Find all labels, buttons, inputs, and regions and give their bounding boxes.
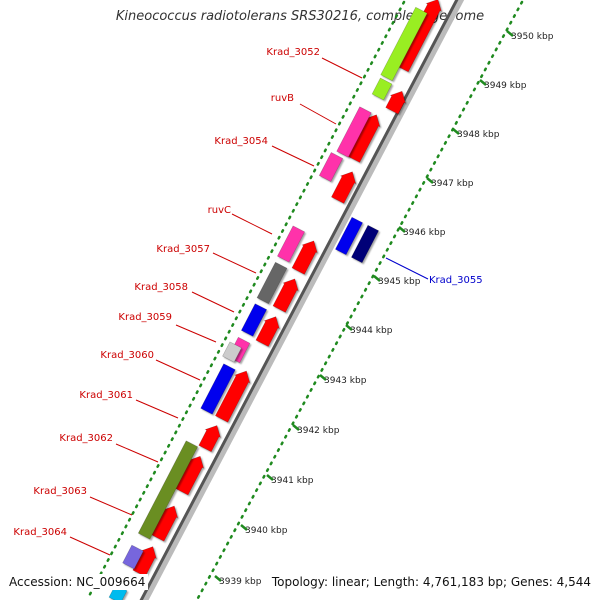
kbp-label: 3948 kbp — [457, 130, 500, 140]
cds-arrow — [331, 171, 357, 204]
cds-arrow — [198, 425, 221, 453]
callout-line — [271, 145, 315, 167]
genome-backbone — [139, 0, 465, 600]
gene-bar-ruvb — [336, 106, 372, 158]
cds-arrow — [385, 90, 406, 115]
gene-bar-krad-3060 — [200, 363, 236, 415]
gene-label[interactable]: Krad_3052 — [266, 47, 320, 58]
kbp-label: 3946 kbp — [403, 228, 446, 238]
cds-arrow — [214, 370, 251, 423]
kbp-tick — [292, 424, 300, 431]
callout-line — [89, 496, 133, 516]
gene-label[interactable]: Krad_3059 — [118, 312, 172, 323]
outer-ruler-track — [196, 0, 524, 600]
gene-label[interactable]: ruvC — [208, 205, 231, 216]
kbp-tick — [426, 177, 434, 184]
kbp-tick — [373, 275, 381, 282]
kbp-label: 3950 kbp — [511, 32, 554, 42]
callout-line — [299, 103, 337, 125]
gene-label[interactable]: Krad_3062 — [59, 433, 113, 444]
reverse-gene-arrow — [334, 216, 364, 256]
gene-label[interactable]: Krad_3060 — [100, 350, 154, 361]
callout-line — [385, 257, 429, 280]
callout-line — [115, 443, 159, 463]
callout-line — [69, 536, 111, 556]
kbp-label: 3949 kbp — [484, 81, 527, 91]
kbp-tick — [506, 30, 514, 37]
accession-text: Accession: NC_009664 — [6, 574, 149, 590]
reverse-gene-arrow — [350, 224, 380, 264]
callout-line — [191, 291, 235, 313]
gene-bar-krad-3062 — [137, 440, 199, 540]
kbp-label: 3941 kbp — [271, 476, 314, 486]
gene-bar-krad-3054 — [318, 152, 344, 182]
callout-line — [231, 213, 273, 235]
callout-line — [155, 359, 201, 381]
kbp-tick — [398, 226, 406, 233]
callout-line — [135, 399, 179, 419]
cds-arrow — [395, 0, 442, 73]
kbp-label: 3942 kbp — [297, 426, 340, 436]
gene-label[interactable]: Krad_3057 — [156, 244, 210, 255]
kbp-scale: 3950 kbp 3949 kbp 3948 kbp 3947 kbp 3946 kbp… — [214, 30, 554, 587]
cds-arrow — [255, 316, 280, 347]
gene-bar-krad-3064 — [122, 544, 144, 570]
kbp-tick — [266, 474, 274, 481]
callout-line — [212, 252, 257, 274]
kbp-tick — [345, 324, 353, 331]
gene-label[interactable]: Krad_3064 — [13, 527, 67, 538]
callout-line — [175, 324, 217, 343]
gene-bar-ruvc — [277, 225, 305, 263]
gene-label[interactable]: ruvB — [271, 93, 294, 104]
inner-ruler-track — [86, 0, 406, 600]
cds-arrow — [291, 240, 318, 275]
kbp-tick — [452, 128, 460, 135]
gene-label[interactable]: Krad_3063 — [33, 486, 87, 497]
kbp-tick — [240, 524, 248, 531]
feature-track — [108, 0, 442, 600]
gene-callouts — [69, 57, 429, 556]
gene-bar-krad-3052 — [380, 6, 428, 82]
kbp-tick — [214, 575, 222, 582]
genome-summary-text: Topology: linear; Length: 4,761,183 bp; … — [268, 574, 594, 590]
kbp-label: 3947 kbp — [431, 179, 474, 189]
callout-line — [321, 57, 363, 79]
kbp-label: 3944 kbp — [350, 326, 393, 336]
kbp-tick — [319, 374, 327, 381]
gene-bar-krad-3058 — [240, 303, 268, 337]
gene-label[interactable]: Krad_3054 — [214, 136, 268, 147]
gene-labels: Krad_3052 ruvB Krad_3054 ruvC Krad_3057 Krad_… — [13, 47, 482, 538]
gene-label[interactable]: Krad_3061 — [79, 390, 133, 401]
gene-label[interactable]: Krad_3058 — [134, 282, 188, 293]
kbp-tick — [479, 79, 487, 86]
kbp-label: 3940 kbp — [245, 526, 288, 536]
gene-bar-ruvb-lead — [371, 77, 393, 101]
kbp-label: 3939 kbp — [219, 577, 262, 587]
gene-bar-krad-3057 — [256, 261, 288, 305]
kbp-label: 3943 kbp — [324, 376, 367, 386]
cds-arrow — [272, 278, 299, 313]
gene-bar-krad-3059b — [222, 341, 242, 363]
gene-label[interactable]: Krad_3055 — [429, 275, 483, 286]
map-title: Kineococcus radiotolerans SRS30216, comp… — [115, 9, 485, 24]
kbp-label: 3945 kbp — [378, 277, 421, 287]
